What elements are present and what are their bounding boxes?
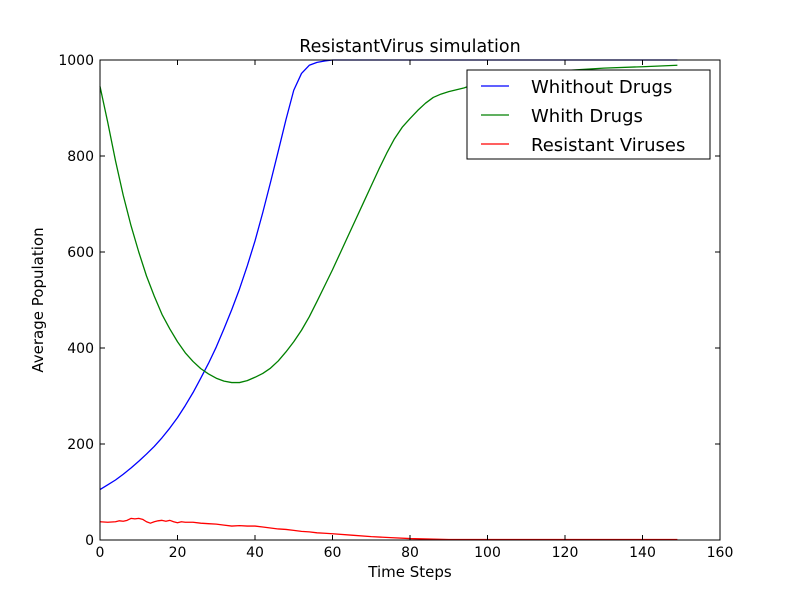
y-tick-label: 200 <box>67 437 94 453</box>
legend-label-3: Resistant Viruses <box>531 135 685 156</box>
series-line-3 <box>99 517 678 541</box>
x-tick-label: 120 <box>552 545 579 561</box>
x-tick-label: 100 <box>474 545 501 561</box>
y-tick-label: 600 <box>67 245 94 261</box>
x-tick-label: 60 <box>324 545 342 561</box>
chart-title: ResistantVirus simulation <box>299 37 520 57</box>
x-tick-label: 0 <box>96 545 105 561</box>
legend: Whithout Drugs Whith Drugs Resistant Virus… <box>466 69 711 160</box>
axis-ticks <box>99 59 721 541</box>
x-tick-label: 80 <box>401 545 419 561</box>
y-tick-label: 0 <box>85 533 94 549</box>
legend-label-1: Whithout Drugs <box>531 77 672 98</box>
x-axis-label: Time Steps <box>367 563 452 581</box>
y-tick-label: 1000 <box>58 53 94 69</box>
x-tick-label: 160 <box>707 545 734 561</box>
legend-label-2: Whith Drugs <box>531 106 643 127</box>
y-tick-label: 800 <box>67 149 94 165</box>
y-tick-label: 400 <box>67 341 94 357</box>
x-tick-label: 40 <box>246 545 264 561</box>
x-tick-label: 140 <box>629 545 656 561</box>
legend-entries: Whithout Drugs Whith Drugs Resistant Virus… <box>481 77 685 156</box>
series-line-2 <box>99 64 678 384</box>
x-tick-label: 20 <box>169 545 187 561</box>
y-axis-label: Average Population <box>29 227 47 372</box>
x-tick-labels: 0 20 40 60 80 100 120 140 160 <box>96 545 734 561</box>
y-tick-labels: 0 200 400 600 800 1000 <box>58 53 94 549</box>
